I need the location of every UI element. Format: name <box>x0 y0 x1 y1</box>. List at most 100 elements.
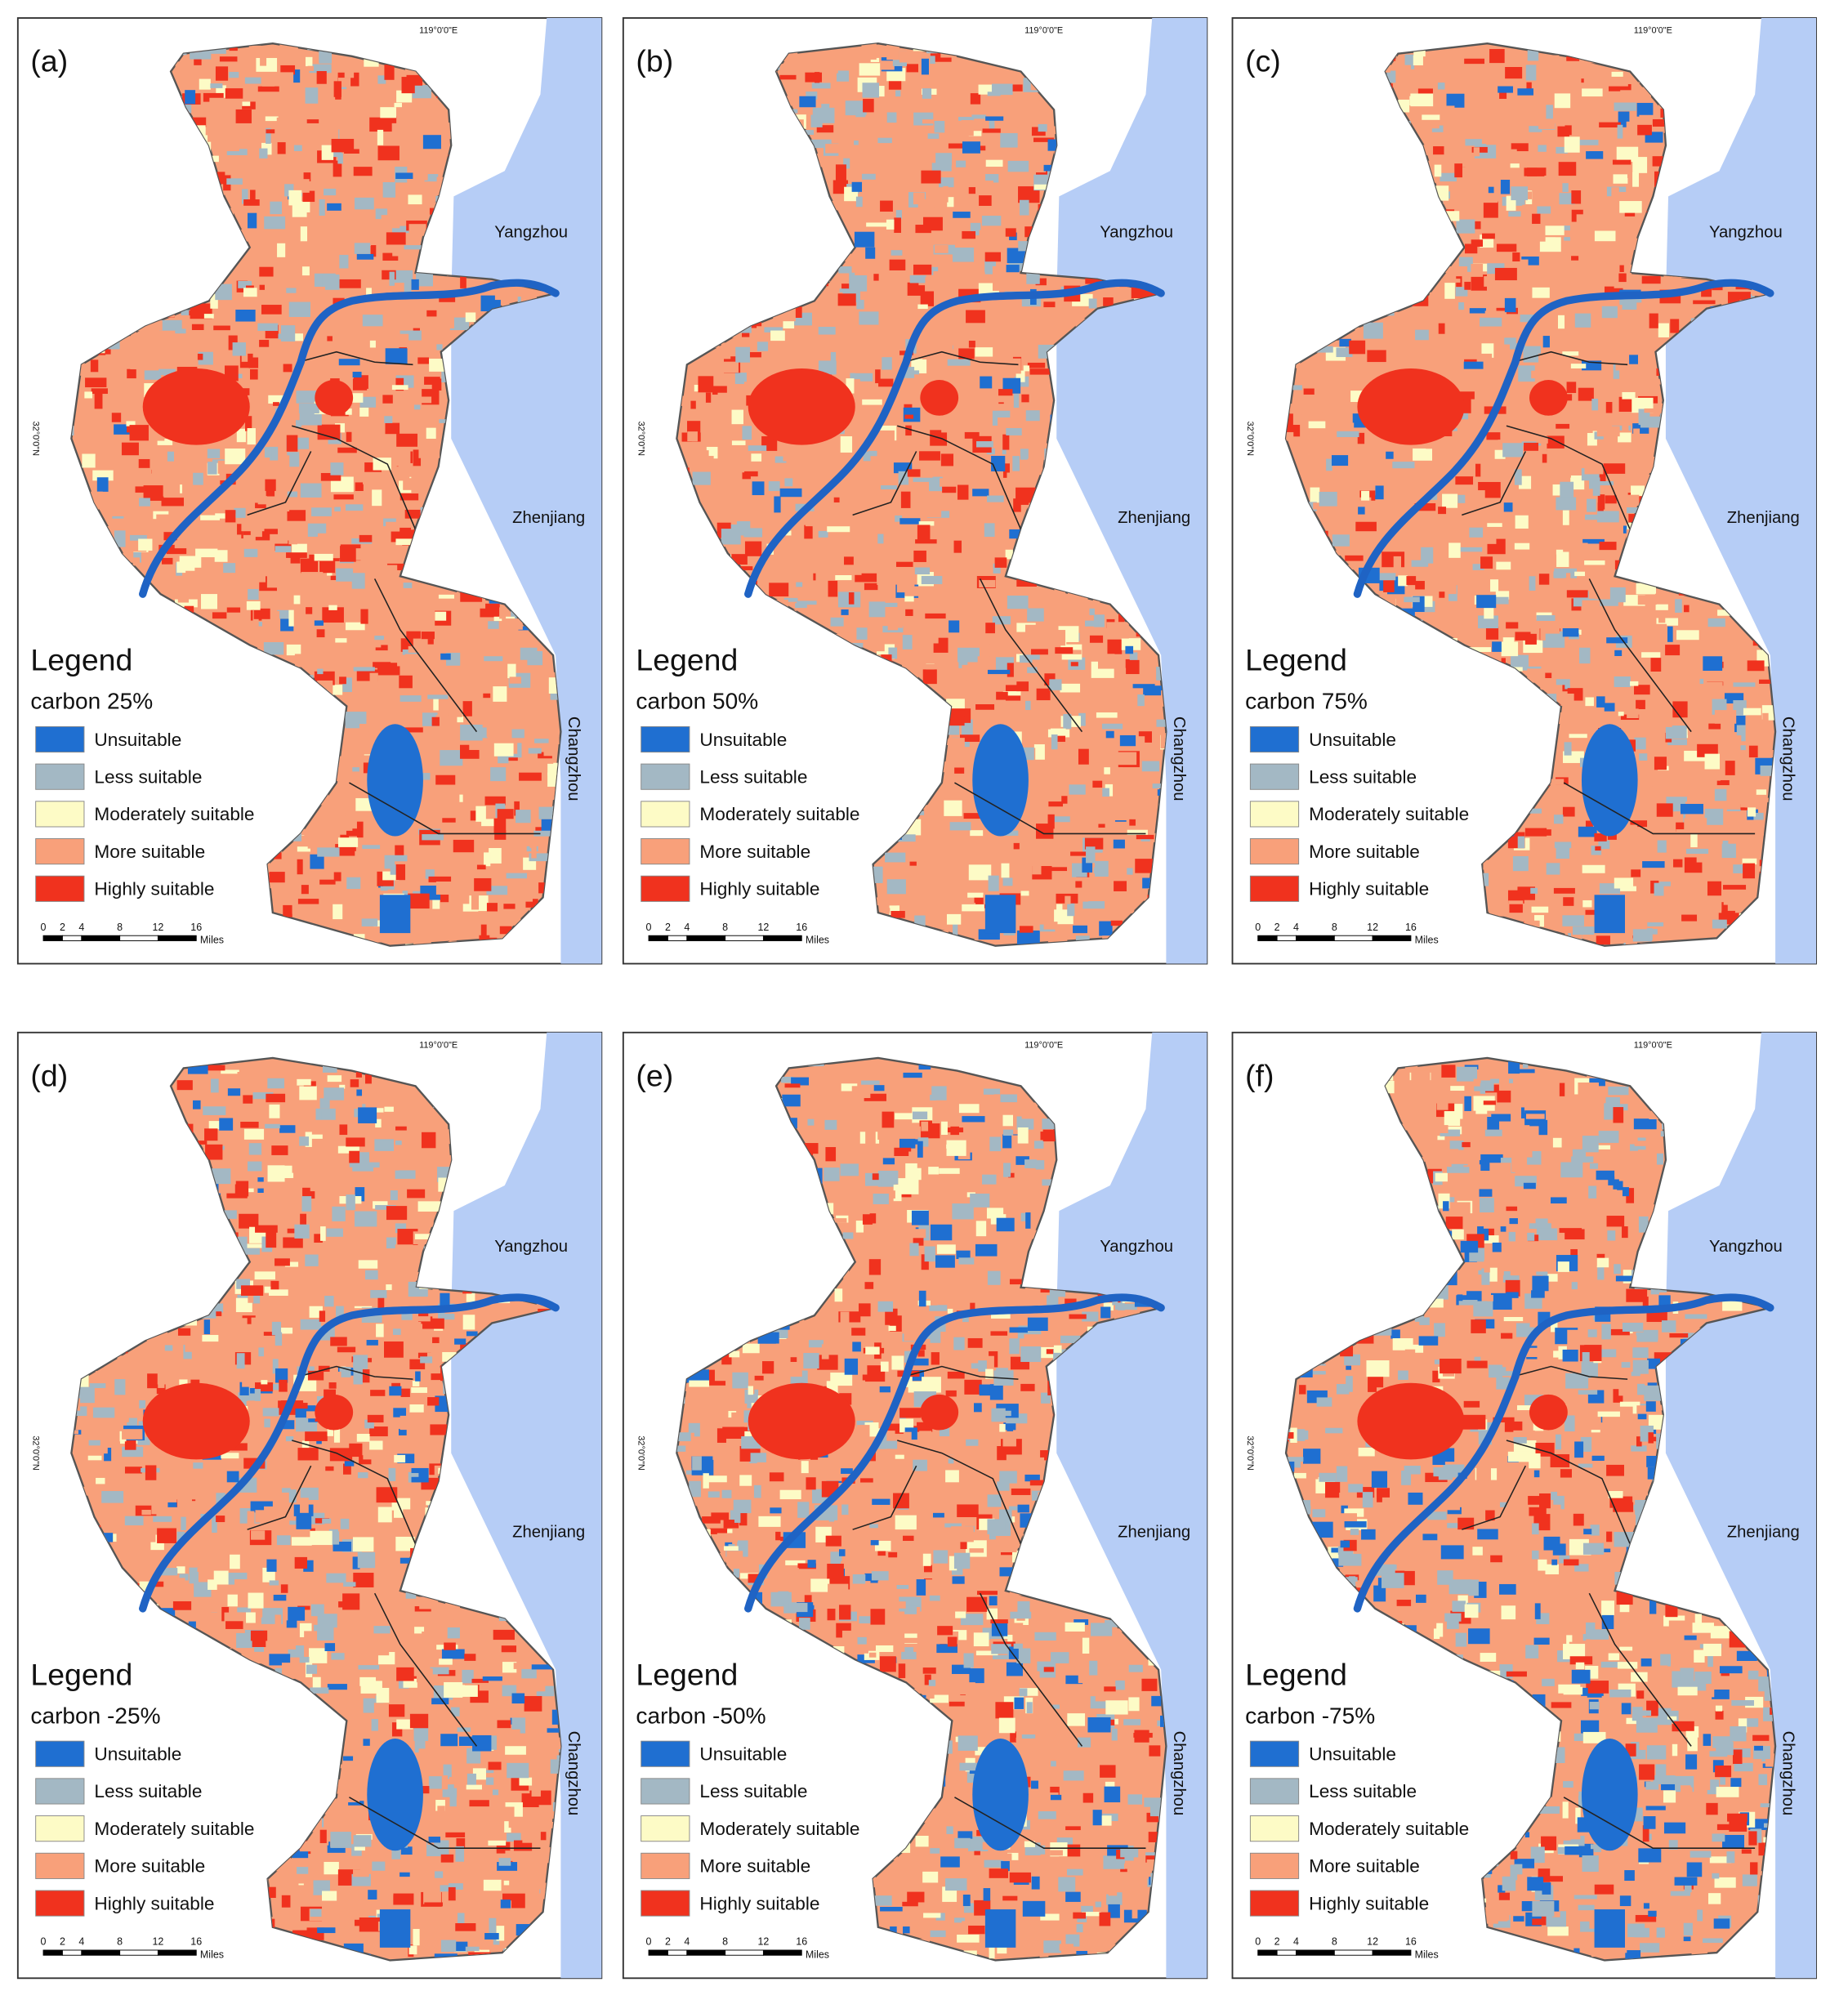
land-patch <box>489 847 502 864</box>
land-patch <box>1027 458 1043 475</box>
land-patch <box>1462 624 1471 636</box>
land-patch <box>114 1379 126 1395</box>
land-patch <box>359 396 377 408</box>
land-patch <box>259 339 270 347</box>
sea <box>1665 18 1816 964</box>
land-patch <box>1486 130 1498 145</box>
land-patch <box>1088 298 1097 309</box>
land-patch <box>424 174 439 182</box>
land-patch <box>1558 162 1577 176</box>
land-patch <box>830 617 844 627</box>
land-patch <box>1555 464 1571 478</box>
land-patch <box>518 626 530 631</box>
land-patch <box>225 134 234 144</box>
land-patch <box>1563 897 1574 906</box>
land-patch <box>943 185 949 203</box>
land-patch <box>1049 867 1068 872</box>
land-patch <box>968 864 992 881</box>
land-patch <box>894 599 911 606</box>
land-patch <box>850 373 873 382</box>
land-patch <box>1441 279 1461 283</box>
land-patch <box>462 904 479 912</box>
land-patch <box>185 570 203 585</box>
scale-bar-label: 2 <box>665 922 671 933</box>
land-patch <box>428 876 452 882</box>
land-patch <box>1690 833 1698 848</box>
land-patch <box>895 210 902 219</box>
land-patch <box>1473 476 1483 491</box>
land-patch <box>840 129 864 138</box>
land-patch <box>1082 901 1105 909</box>
land-patch <box>1029 368 1053 375</box>
land-patch <box>1376 573 1396 581</box>
place-name: Yangzhou <box>494 223 568 241</box>
land-patch <box>438 594 455 599</box>
land-patch <box>84 391 93 399</box>
land-patch <box>207 449 221 458</box>
land-patch <box>351 573 365 589</box>
land-patch <box>493 743 514 757</box>
land-patch <box>197 353 203 360</box>
land-patch <box>993 279 1005 291</box>
land-patch <box>1748 745 1758 758</box>
land-patch <box>912 234 919 248</box>
land-patch <box>1564 786 1571 797</box>
place-name: Zhenjiang <box>1727 509 1800 527</box>
land-patch <box>1472 564 1484 570</box>
land-patch <box>1515 632 1531 641</box>
land-patch <box>135 486 147 493</box>
land-patch <box>1687 727 1696 735</box>
land-patch <box>1437 105 1455 123</box>
land-patch <box>940 453 954 467</box>
land-patch <box>1036 824 1054 839</box>
land-patch <box>1465 139 1482 146</box>
land-patch <box>222 141 239 152</box>
land-patch <box>822 607 841 619</box>
land-patch <box>336 583 355 591</box>
land-patch <box>1573 682 1595 692</box>
land-patch <box>474 877 492 891</box>
land-patch <box>292 543 307 553</box>
land-patch <box>953 407 974 413</box>
land-patch <box>1409 567 1421 573</box>
land-patch <box>1587 632 1597 645</box>
land-patch <box>303 172 311 181</box>
land-patch <box>300 483 322 498</box>
land-patch <box>971 114 987 119</box>
land-patch <box>1031 649 1048 655</box>
land-patch <box>421 632 435 640</box>
land-patch <box>244 77 261 84</box>
land-patch <box>958 348 975 359</box>
land-patch <box>1084 837 1104 850</box>
highly-suitable-area <box>1529 380 1568 416</box>
land-patch <box>1106 622 1129 639</box>
land-patch <box>1596 511 1619 523</box>
legend-swatch <box>35 875 85 902</box>
land-patch <box>1649 313 1658 328</box>
land-patch <box>1519 666 1542 671</box>
land-patch <box>1622 391 1636 400</box>
land-patch <box>1591 325 1600 341</box>
land-patch <box>1636 349 1649 358</box>
land-patch <box>1573 673 1594 685</box>
land-patch <box>1564 136 1580 153</box>
land-patch <box>373 458 391 471</box>
land-patch <box>1352 362 1376 377</box>
land-patch <box>132 467 152 476</box>
land-patch <box>1578 140 1599 145</box>
land-patch <box>953 604 975 609</box>
land-patch <box>443 1764 452 1778</box>
land-patch <box>391 225 413 234</box>
land-patch <box>400 493 419 501</box>
land-patch <box>1650 658 1662 672</box>
land-patch <box>1506 195 1516 211</box>
land-patch <box>1557 788 1569 795</box>
land-patch <box>1392 462 1415 469</box>
land-patch <box>337 1145 359 1154</box>
land-patch <box>1578 387 1594 401</box>
land-patch <box>899 446 908 453</box>
land-patch <box>1426 87 1440 92</box>
land-patch <box>1741 889 1748 905</box>
scale-bar-label: 8 <box>722 922 728 933</box>
land-patch <box>1538 235 1546 242</box>
